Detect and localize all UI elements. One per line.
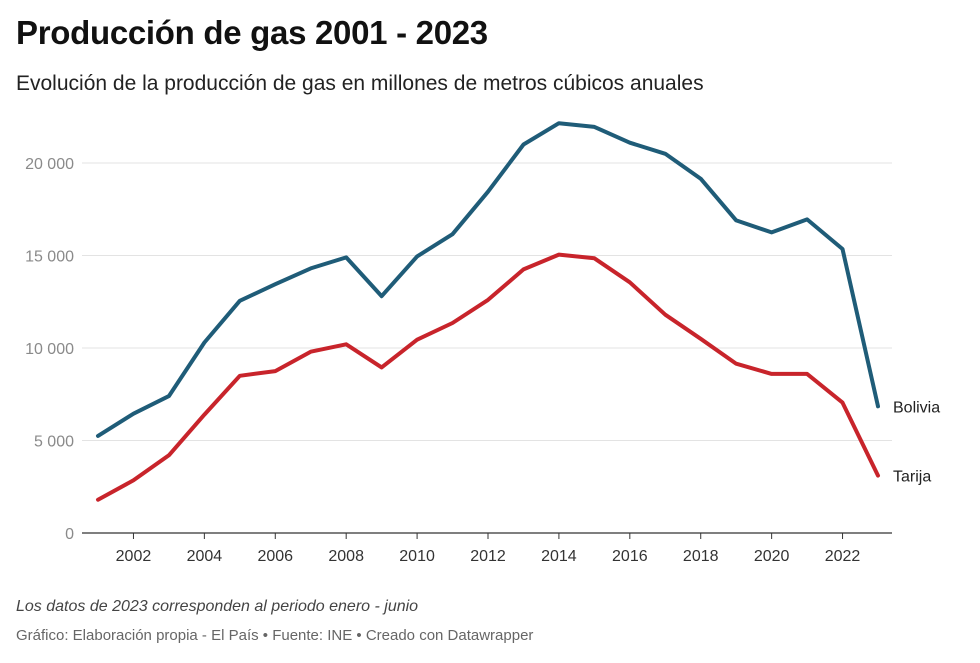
y-tick-label: 5 000: [34, 434, 74, 451]
x-tick-label: 2004: [187, 548, 223, 565]
series-line-bolivia: [96, 121, 880, 438]
x-tick-label: 2002: [116, 548, 152, 565]
x-tick-label: 2018: [683, 548, 719, 565]
series-lines: [96, 121, 880, 502]
x-tick-label: 2022: [825, 548, 861, 565]
x-tick-label: 2008: [328, 548, 364, 565]
series-label-tarija: Tarija: [893, 469, 931, 486]
x-tick-label: 2020: [754, 548, 790, 565]
x-tick-label: 2006: [257, 548, 293, 565]
y-axis-ticks: 0 5 000 10 000 15 000 20 000: [25, 156, 74, 543]
y-tick-label: 20 000: [25, 156, 74, 173]
gridlines: [82, 162, 892, 534]
x-tick-label: 2014: [541, 548, 577, 565]
y-tick-label: 15 000: [25, 249, 74, 266]
x-tick-label: 2012: [470, 548, 506, 565]
chart-source: Gráfico: Elaboración propia - El País • …: [16, 627, 534, 644]
x-tick-label: 2016: [612, 548, 648, 565]
x-axis-ticks: 2002 2004 2006 2008 2010 2012 2014 2016 2018 2020…: [116, 533, 861, 565]
series-labels: Bolivia Tarija: [893, 399, 940, 485]
series-label-bolivia: Bolivia: [893, 399, 940, 416]
x-tick-label: 2010: [399, 548, 435, 565]
chart-subtitle: Evolución de la producción de gas en mil…: [16, 72, 704, 95]
chart-note: Los datos de 2023 corresponden al period…: [16, 598, 419, 615]
y-tick-label: 0: [65, 526, 74, 543]
chart-title: Producción de gas 2001 - 2023: [16, 14, 488, 51]
y-tick-label: 10 000: [25, 341, 74, 358]
series-line-tarija: [96, 252, 880, 502]
